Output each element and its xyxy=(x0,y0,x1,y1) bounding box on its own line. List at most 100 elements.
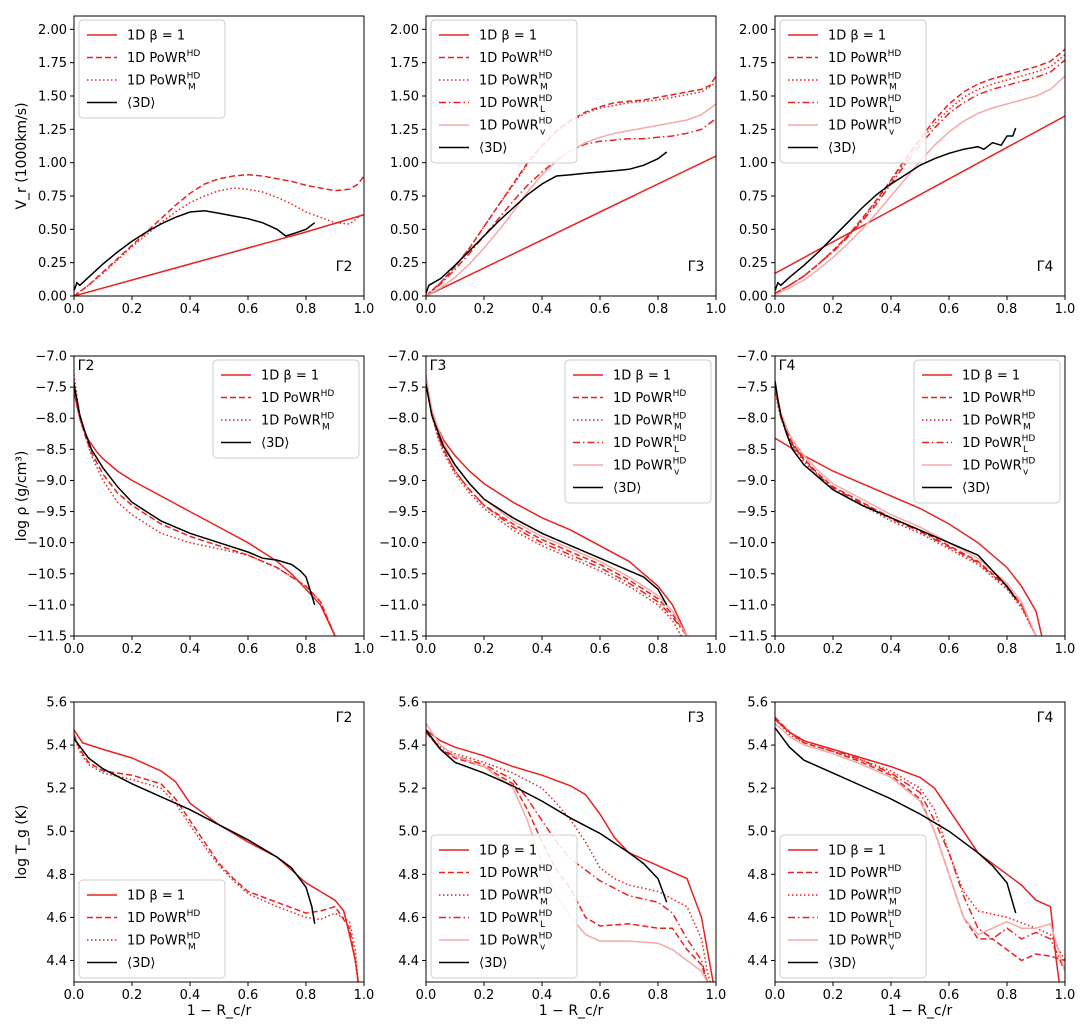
x-tick-label: 1.0 xyxy=(1055,642,1076,657)
x-tick-label: 0.8 xyxy=(648,302,669,317)
y-tick-label: −8.0 xyxy=(35,412,67,427)
x-tick-label: 0.8 xyxy=(296,302,317,317)
series-line-m xyxy=(426,731,711,982)
y-tick-label: 4.6 xyxy=(747,911,768,926)
series-line-hd xyxy=(74,734,359,982)
y-tick-label: 1.25 xyxy=(739,123,768,138)
y-tick-label: −9.5 xyxy=(387,505,419,520)
y-tick-label: −10.5 xyxy=(27,567,67,582)
y-tick-label: −7.0 xyxy=(736,350,768,365)
y-tick-label: 0.25 xyxy=(390,256,419,271)
legend-entry-beta: 1D β = 1 xyxy=(261,369,319,384)
x-tick-label: 0.6 xyxy=(238,302,259,317)
axes-frame xyxy=(73,701,365,983)
y-tick-label: 4.4 xyxy=(398,954,419,969)
x-tick-label: 0.0 xyxy=(416,642,437,657)
x-tick-label: 0.6 xyxy=(939,642,960,657)
axes-frame xyxy=(73,15,365,297)
x-tick-label: 0.0 xyxy=(765,988,786,1003)
legend-entry-m: 1D PoWRHD M xyxy=(479,887,552,908)
panel-label: Γ4 xyxy=(1037,710,1054,726)
y-tick-label: 2.00 xyxy=(38,23,67,38)
legend-entry-m: 1D PoWRHD M xyxy=(828,887,901,908)
x-tick-label: 0.6 xyxy=(238,642,259,657)
panel-label: Γ3 xyxy=(430,358,447,374)
y-tick-label: 1.75 xyxy=(390,56,419,71)
y-tick-label: 0.50 xyxy=(38,223,67,238)
legend-entry-l: 1D PoWRHD L xyxy=(828,909,901,930)
x-tick-label: 0.2 xyxy=(122,642,143,657)
series-line-hd xyxy=(775,716,1065,962)
series-line-3d xyxy=(74,738,316,924)
y-tick-label: 1.00 xyxy=(739,156,768,171)
panel-2-0: 0.0 0.2 0.4 0.6 0.8 1.0 4.4 4.6 4.8 5.0 5.2 5.4 5.6 Γ… xyxy=(14,696,374,1020)
y-tick-label: −11.5 xyxy=(27,630,67,645)
legend: 1D β = 1 1D PoWRHD 1D PoWRHD M ⟨3D⟩ xyxy=(78,879,226,979)
x-tick-label: 0.0 xyxy=(416,302,437,317)
series-line-3d xyxy=(426,383,668,606)
y-tick-label: −8.0 xyxy=(736,412,768,427)
axes-frame xyxy=(73,355,365,637)
y-tick-label: 1.50 xyxy=(390,90,419,105)
x-tick-label: 1.0 xyxy=(706,642,727,657)
x-tick-label: 0.8 xyxy=(296,642,317,657)
legend-entry-m: 1D PoWRHD M xyxy=(127,72,200,93)
legend: 1D β = 1 1D PoWRHD 1D PoWRHD M1D PoWRHD L1D … xyxy=(564,359,712,504)
legend-entry-beta: 1D β = 1 xyxy=(479,29,537,44)
y-tick-label: 0.00 xyxy=(390,290,419,305)
panel-0-2: 0.0 0.2 0.4 0.6 0.8 1.0 0.00 0.25 0.50 0.75 1.00 1.… xyxy=(739,15,1075,317)
panel-1-2: 0.0 0.2 0.4 0.6 0.8 1.0 −7.0 −7.5 −8.0 −8.5 −9.0 −9… xyxy=(728,350,1075,658)
series-line-v xyxy=(775,722,1065,972)
y-tick-label: 0.50 xyxy=(739,223,768,238)
y-tick-label: −10.5 xyxy=(379,567,419,582)
panel-1-1: 0.0 0.2 0.4 0.6 0.8 1.0 −7.0 −7.5 −8.0 −8.5 −9.0 −9… xyxy=(379,350,726,658)
legend-entry-l: 1D PoWRHD L xyxy=(479,909,552,930)
y-tick-label: 5.6 xyxy=(398,696,419,711)
y-tick-label: −8.5 xyxy=(35,443,67,458)
y-tick-label: −11.5 xyxy=(379,630,419,645)
series-line-beta xyxy=(426,729,714,982)
x-tick-label: 0.8 xyxy=(997,988,1018,1003)
y-tick-label: −7.0 xyxy=(35,350,67,365)
y-tick-label: −11.0 xyxy=(27,598,67,613)
y-tick-label: 5.2 xyxy=(398,782,419,797)
x-tick-label: 0.6 xyxy=(939,302,960,317)
series-line-hd xyxy=(74,173,364,296)
x-tick-label: 0.4 xyxy=(532,302,553,317)
legend-entry-hd: 1D PoWRHD xyxy=(962,389,1035,406)
x-axis-label: 1 − R_c/r xyxy=(888,1003,953,1019)
legend-entry-hd: 1D PoWRHD xyxy=(828,49,901,66)
legend-box xyxy=(430,834,578,979)
y-tick-label: 5.0 xyxy=(46,825,67,840)
y-tick-label: 1.50 xyxy=(739,90,768,105)
y-tick-label: 0.25 xyxy=(739,256,768,271)
series-line-3d xyxy=(775,727,1017,914)
legend-box xyxy=(212,359,360,459)
y-tick-label: −10.5 xyxy=(728,567,768,582)
y-tick-label: −9.0 xyxy=(387,474,419,489)
legend-entry-l: 1D PoWRHD L xyxy=(962,434,1035,455)
x-tick-label: 0.8 xyxy=(997,302,1018,317)
panel-label: Γ4 xyxy=(779,358,796,374)
panel-label: Γ4 xyxy=(1037,259,1054,275)
x-tick-label: 0.6 xyxy=(590,302,611,317)
y-tick-label: −10.0 xyxy=(27,536,67,551)
series-line-m xyxy=(775,718,1065,961)
legend-box xyxy=(564,359,712,504)
y-tick-label: 1.75 xyxy=(38,56,67,71)
series-line-l xyxy=(775,386,1037,636)
x-tick-label: 0.0 xyxy=(64,988,85,1003)
x-tick-label: 0.4 xyxy=(532,642,553,657)
y-tick-label: −9.5 xyxy=(736,505,768,520)
y-tick-label: 0.25 xyxy=(38,256,67,271)
y-tick-label: −11.5 xyxy=(728,630,768,645)
legend-entry-3d: ⟨3D⟩ xyxy=(261,436,289,451)
x-tick-label: 0.2 xyxy=(474,642,495,657)
y-tick-label: 4.4 xyxy=(46,954,67,969)
legend-entry-v: 1D PoWRHD v xyxy=(613,457,686,478)
y-tick-label: 5.6 xyxy=(747,696,768,711)
y-tick-label: 4.8 xyxy=(46,868,67,883)
x-tick-label: 0.4 xyxy=(180,642,201,657)
series-line-3d xyxy=(775,380,1017,600)
